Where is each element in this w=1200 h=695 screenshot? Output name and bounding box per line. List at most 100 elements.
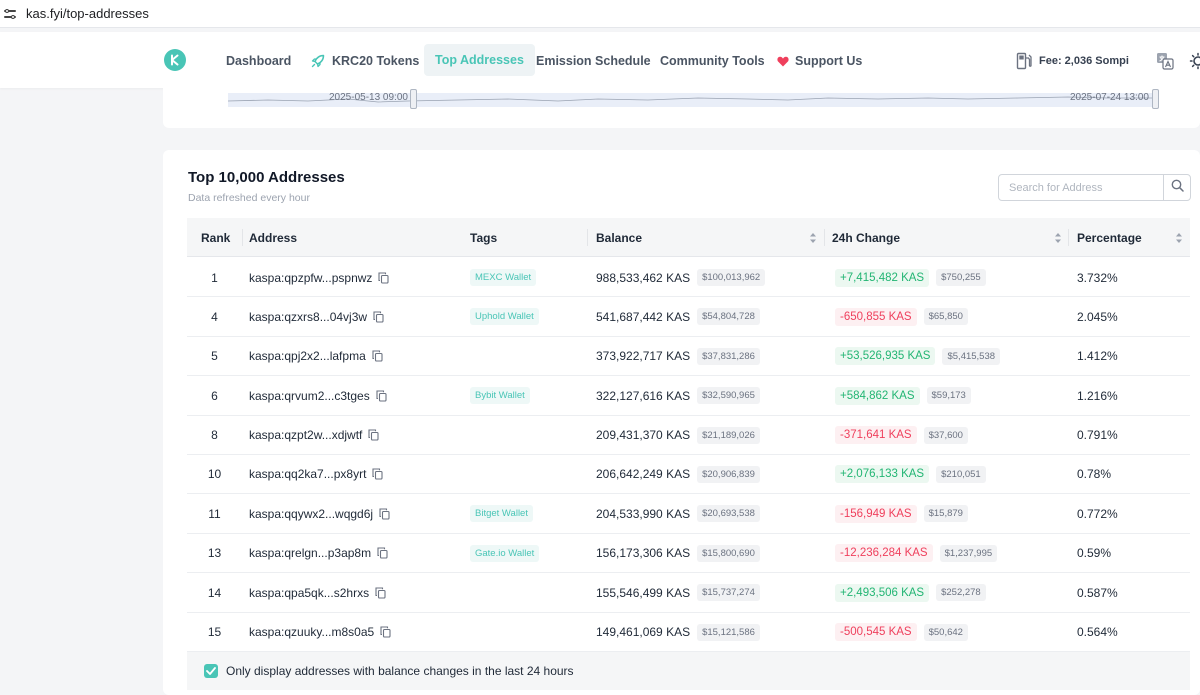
copy-icon[interactable] [373, 311, 384, 323]
col-24h-change[interactable]: 24h Change [832, 230, 901, 245]
nav-emission-schedule[interactable]: Emission Schedule [536, 48, 651, 74]
wallet-tag: Bybit Wallet [470, 387, 530, 405]
range-start-handle[interactable] [410, 89, 417, 109]
sort-balance-icon[interactable] [809, 231, 817, 245]
col-divider [1068, 229, 1069, 246]
table-header: Rank Address Tags Balance 24h Change Per… [187, 218, 1190, 257]
range-end-handle[interactable] [1152, 89, 1159, 109]
nav-top-addresses[interactable]: Top Addresses [424, 44, 535, 76]
balance-cell: 156,173,306 KAS $15,800,690 [596, 534, 760, 573]
balance-value: 155,546,499 KAS [596, 585, 691, 600]
nav-dashboard[interactable]: Dashboard [226, 48, 291, 74]
change-value: +2,076,133 KAS [835, 465, 930, 484]
copy-icon[interactable] [380, 626, 391, 638]
change-value: +584,862 KAS [835, 386, 920, 405]
search-input[interactable] [999, 175, 1164, 200]
percentage-cell: 2.045% [1077, 309, 1118, 324]
table-row[interactable]: 8 kaspa:qzpt2w...xdjwtf 209,431,370 KAS $21… [187, 416, 1190, 455]
address-link[interactable]: kaspa:qrvum2...c3tges [249, 388, 370, 403]
address-cell: kaspa:qq2ka7...px8yrt [249, 455, 383, 494]
rank-cell: 4 [211, 309, 218, 324]
balance-change-filter-checkbox[interactable] [204, 664, 218, 678]
percentage-cell: 3.732% [1077, 270, 1118, 285]
table-row[interactable]: 5 kaspa:qpj2x2...lafpma 373,922,717 KAS $37… [187, 337, 1190, 377]
balance-value: 322,127,616 KAS [596, 388, 691, 403]
address-cell: kaspa:qqywx2...wqgd6j [249, 494, 390, 533]
gas-pump-icon [1016, 52, 1033, 70]
time-range-slider[interactable] [228, 93, 1158, 107]
balance-value: 149,461,069 KAS [596, 625, 691, 640]
table-row[interactable]: 6 kaspa:qrvum2...c3tges Bybit Wallet 322,12… [187, 376, 1190, 416]
nav-support-us[interactable]: Support Us [777, 48, 862, 74]
percentage-cell: 0.564% [1077, 625, 1118, 640]
balance-value: 209,431,370 KAS [596, 428, 691, 443]
wallet-tag: MEXC Wallet [470, 269, 537, 286]
address-link[interactable]: kaspa:qpj2x2...lafpma [249, 349, 366, 364]
copy-icon[interactable] [378, 271, 389, 284]
percentage-cell: 0.791% [1077, 428, 1118, 443]
address-link[interactable]: kaspa:qqywx2...wqgd6j [249, 506, 374, 521]
table-row[interactable]: 14 kaspa:qpa5qk...s2hrxs 155,546,499 KAS $1… [187, 573, 1190, 613]
search-button[interactable] [1163, 175, 1190, 200]
address-link[interactable]: kaspa:qrelgn...p3ap8m [249, 546, 372, 561]
address-link[interactable]: kaspa:qpa5qk...s2hrxs [249, 585, 370, 600]
copy-icon[interactable] [377, 547, 388, 559]
address-link[interactable]: kaspa:qzuuky...m8s0a5 [249, 625, 375, 640]
percentage-cell: 0.59% [1077, 546, 1112, 561]
change-usd: $5,415,538 [942, 347, 1001, 365]
address-table-body: 1 kaspa:qpzpfw...pspnwz MEXC Wallet 988,533… [187, 258, 1190, 652]
table-row[interactable]: 1 kaspa:qpzpfw...pspnwz MEXC Wallet 988,533… [187, 258, 1190, 298]
site-settings-icon[interactable] [4, 8, 18, 20]
address-link[interactable]: kaspa:qq2ka7...px8yrt [249, 467, 367, 482]
balance-cell: 149,461,069 KAS $15,121,586 [596, 613, 760, 652]
wallet-tag: Gate.io Wallet [470, 544, 540, 562]
top-navigation: Dashboard KRC20 Tokens Top Addresses Emi… [0, 32, 1200, 88]
translate-icon[interactable] [1156, 52, 1174, 70]
balance-cell: 209,431,370 KAS $21,189,026 [596, 416, 760, 455]
change-usd: $210,051 [936, 465, 986, 483]
address-link[interactable]: kaspa:qzxrs8...04vj3w [249, 309, 368, 324]
tag-cell: Bitget Wallet [470, 494, 533, 533]
table-row[interactable]: 11 kaspa:qqywx2...wqgd6j Bitget Wallet 204,… [187, 494, 1190, 534]
nav-community-tools[interactable]: Community Tools [660, 48, 765, 74]
address-link[interactable]: kaspa:qpzpfw...pspnwz [249, 270, 373, 285]
copy-icon[interactable] [379, 508, 390, 520]
wallet-tag: Bitget Wallet [470, 505, 533, 523]
balance-cell: 204,533,990 KAS $20,693,538 [596, 494, 760, 533]
balance-value: 156,173,306 KAS [596, 546, 691, 561]
nav-krc20-tokens[interactable]: KRC20 Tokens [310, 48, 419, 74]
table-row[interactable]: 4 kaspa:qzxrs8...04vj3w Uphold Wallet 541,6… [187, 297, 1190, 337]
rank-cell: 13 [207, 546, 222, 561]
copy-icon[interactable] [372, 350, 383, 362]
filter-bar: Only display addresses with balance chan… [187, 652, 1190, 690]
rank-cell: 1 [211, 270, 218, 285]
percentage-cell: 0.772% [1077, 506, 1118, 521]
table-row[interactable]: 15 kaspa:qzuuky...m8s0a5 149,461,069 KAS $1… [187, 613, 1190, 652]
rank-cell: 11 [208, 506, 221, 521]
balance-value: 206,642,249 KAS [596, 467, 691, 482]
copy-icon[interactable] [375, 587, 386, 599]
col-percentage[interactable]: Percentage [1077, 230, 1142, 245]
url-text[interactable]: kas.fyi/top-addresses [26, 6, 149, 21]
change-value: +53,526,935 KAS [835, 347, 936, 366]
filter-label[interactable]: Only display addresses with balance chan… [226, 664, 574, 678]
balance-usd: $21,189,026 [697, 426, 760, 444]
address-link[interactable]: kaspa:qzpt2w...xdjwtf [249, 428, 363, 443]
change-usd: $1,237,995 [939, 544, 998, 562]
copy-icon[interactable] [372, 468, 383, 481]
tag-cell: MEXC Wallet [470, 258, 537, 297]
table-row[interactable]: 10 kaspa:qq2ka7...px8yrt 206,642,249 KAS $2… [187, 455, 1190, 495]
sort-percentage-icon[interactable] [1175, 231, 1183, 245]
change-cell: +584,862 KAS $59,173 [835, 376, 971, 415]
table-row[interactable]: 13 kaspa:qrelgn...p3ap8m Gate.io Wallet 156… [187, 534, 1190, 574]
rank-cell: 5 [211, 349, 218, 364]
balance-usd: $100,013,962 [697, 269, 766, 286]
col-balance[interactable]: Balance [596, 230, 643, 245]
sort-change-icon[interactable] [1054, 231, 1062, 245]
theme-toggle-sun-icon[interactable] [1189, 52, 1200, 70]
copy-icon[interactable] [368, 429, 379, 441]
browser-address-bar[interactable]: kas.fyi/top-addresses [0, 0, 1200, 28]
kas-fyi-logo[interactable] [164, 49, 186, 71]
change-cell: +7,415,482 KAS $750,255 [835, 258, 986, 297]
copy-icon[interactable] [376, 390, 387, 402]
